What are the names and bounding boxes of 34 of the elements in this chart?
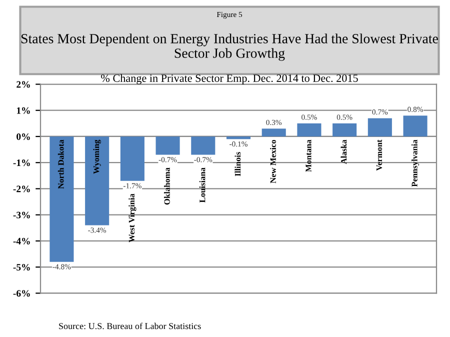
bar (191, 136, 216, 155)
y-tick-label: 1% (16, 107, 30, 114)
x-tick-label: Pennsylvania (411, 140, 420, 187)
y-tick-label: -1% (13, 160, 30, 166)
bar (226, 136, 251, 140)
bar (403, 116, 428, 136)
y-tick-label: -4% (13, 238, 30, 244)
x-tick-label: Montana (306, 140, 312, 172)
y-tick-label: -6% (13, 290, 30, 297)
bar (262, 128, 286, 136)
source-note: Source: U.S. Bureau of Labor Statistics (59, 322, 201, 330)
bar (120, 136, 144, 181)
x-tick-label: Oklahoma (164, 168, 170, 205)
y-tick-label: -2% (13, 186, 30, 192)
bar (297, 123, 322, 136)
chart-subtitle: % Change in Private Sector Emp. Dec. 2014 to Dec. 2015 (101, 74, 358, 84)
y-tick-label: 0% (16, 133, 30, 140)
x-tick-label: Illinois (234, 152, 241, 176)
x-tick-label: West Virginia (128, 194, 136, 242)
x-tick-label: Vermont (376, 140, 382, 171)
bar (50, 136, 74, 262)
bar (368, 118, 392, 136)
bar (85, 136, 110, 226)
y-tick-label: -3% (13, 212, 30, 218)
x-tick-label: New Mexico (270, 140, 276, 184)
chart-title: States Most Dependent on Energy Industries Have Had the Slowest Private Sector Job Growthg (21, 34, 438, 61)
x-tick-label: Wyoming (93, 140, 101, 174)
x-tick-label: Alaska (340, 140, 347, 164)
bar (156, 136, 180, 155)
y-tick-label: 2% (16, 81, 30, 88)
y-tick-label: -5% (13, 264, 30, 271)
bar (332, 123, 357, 136)
x-tick-label: North Dakota (58, 140, 64, 189)
x-tick-label: Louisiana (199, 168, 206, 203)
